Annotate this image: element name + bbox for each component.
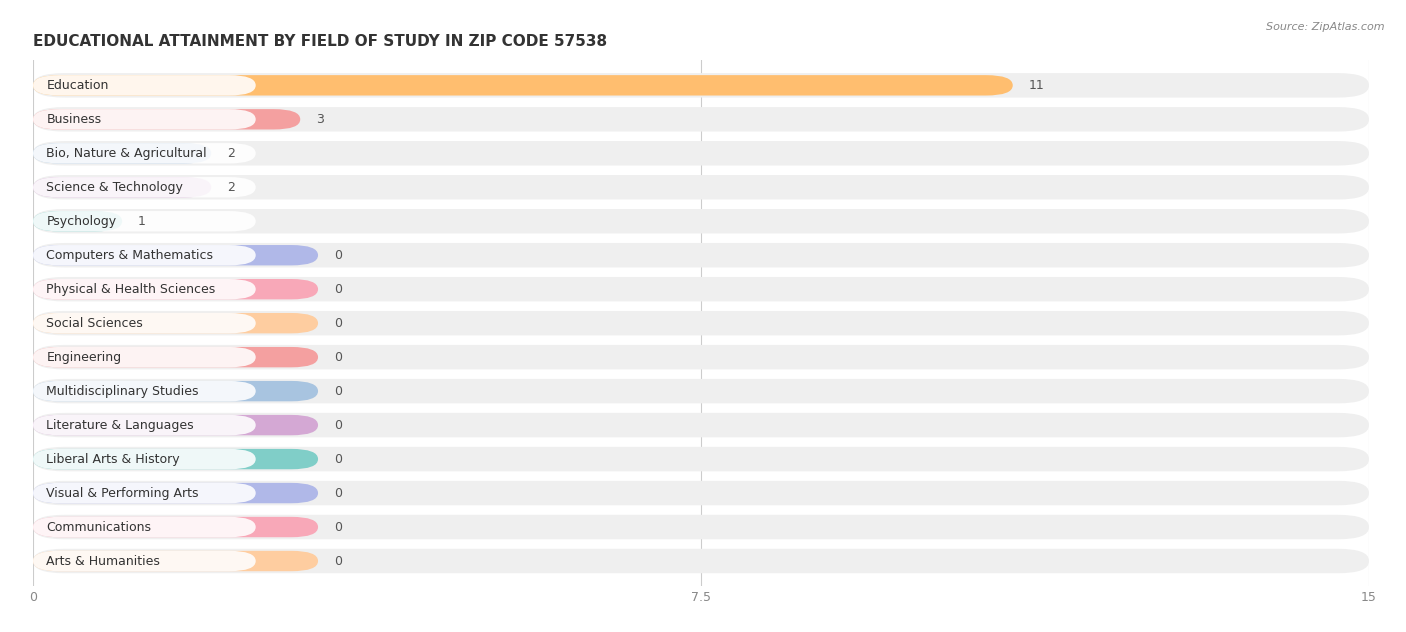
Text: 0: 0 [335, 317, 342, 330]
Text: 0: 0 [335, 453, 342, 466]
FancyBboxPatch shape [34, 415, 256, 435]
FancyBboxPatch shape [34, 313, 318, 333]
Text: Source: ZipAtlas.com: Source: ZipAtlas.com [1267, 22, 1385, 32]
FancyBboxPatch shape [34, 243, 1369, 267]
FancyBboxPatch shape [34, 515, 1369, 539]
FancyBboxPatch shape [34, 107, 1369, 131]
FancyBboxPatch shape [34, 549, 1369, 573]
Text: Arts & Humanities: Arts & Humanities [46, 554, 160, 568]
Text: 0: 0 [335, 521, 342, 533]
FancyBboxPatch shape [34, 449, 318, 470]
FancyBboxPatch shape [34, 551, 318, 571]
FancyBboxPatch shape [34, 177, 211, 197]
FancyBboxPatch shape [34, 143, 211, 164]
FancyBboxPatch shape [34, 413, 1369, 437]
Text: 0: 0 [335, 418, 342, 432]
Text: Engineering: Engineering [46, 351, 121, 363]
FancyBboxPatch shape [34, 347, 256, 367]
FancyBboxPatch shape [34, 483, 318, 503]
FancyBboxPatch shape [34, 73, 1369, 97]
FancyBboxPatch shape [34, 447, 1369, 471]
FancyBboxPatch shape [34, 143, 256, 164]
Text: 2: 2 [228, 147, 235, 160]
FancyBboxPatch shape [34, 483, 256, 503]
Text: Computers & Mathematics: Computers & Mathematics [46, 249, 214, 262]
Text: Science & Technology: Science & Technology [46, 181, 183, 194]
FancyBboxPatch shape [34, 379, 1369, 403]
FancyBboxPatch shape [34, 381, 318, 401]
FancyBboxPatch shape [34, 551, 256, 571]
Text: 3: 3 [316, 112, 325, 126]
Text: 0: 0 [335, 351, 342, 363]
FancyBboxPatch shape [34, 311, 1369, 336]
FancyBboxPatch shape [34, 209, 1369, 233]
Text: Education: Education [46, 79, 108, 92]
FancyBboxPatch shape [34, 175, 1369, 200]
Text: Social Sciences: Social Sciences [46, 317, 143, 330]
FancyBboxPatch shape [34, 75, 256, 95]
Text: EDUCATIONAL ATTAINMENT BY FIELD OF STUDY IN ZIP CODE 57538: EDUCATIONAL ATTAINMENT BY FIELD OF STUDY… [34, 34, 607, 49]
FancyBboxPatch shape [34, 481, 1369, 506]
FancyBboxPatch shape [34, 141, 1369, 166]
Text: 1: 1 [138, 215, 146, 228]
FancyBboxPatch shape [34, 109, 301, 130]
FancyBboxPatch shape [34, 177, 256, 197]
Text: 0: 0 [335, 283, 342, 296]
FancyBboxPatch shape [34, 211, 256, 231]
FancyBboxPatch shape [34, 245, 318, 265]
Text: Communications: Communications [46, 521, 152, 533]
Text: Visual & Performing Arts: Visual & Performing Arts [46, 487, 198, 499]
FancyBboxPatch shape [34, 347, 318, 367]
Text: 2: 2 [228, 181, 235, 194]
FancyBboxPatch shape [34, 277, 1369, 301]
FancyBboxPatch shape [34, 517, 318, 537]
FancyBboxPatch shape [34, 381, 256, 401]
FancyBboxPatch shape [34, 415, 318, 435]
Text: Literature & Languages: Literature & Languages [46, 418, 194, 432]
Text: Physical & Health Sciences: Physical & Health Sciences [46, 283, 215, 296]
FancyBboxPatch shape [34, 279, 318, 300]
Text: 0: 0 [335, 487, 342, 499]
Text: 0: 0 [335, 249, 342, 262]
FancyBboxPatch shape [34, 345, 1369, 369]
FancyBboxPatch shape [34, 211, 122, 231]
Text: 11: 11 [1029, 79, 1045, 92]
FancyBboxPatch shape [34, 449, 256, 470]
FancyBboxPatch shape [34, 313, 256, 333]
Text: Psychology: Psychology [46, 215, 117, 228]
Text: 0: 0 [335, 385, 342, 398]
FancyBboxPatch shape [34, 109, 256, 130]
FancyBboxPatch shape [34, 75, 1012, 95]
FancyBboxPatch shape [34, 517, 256, 537]
FancyBboxPatch shape [34, 279, 256, 300]
FancyBboxPatch shape [34, 245, 256, 265]
Text: 0: 0 [335, 554, 342, 568]
Text: Business: Business [46, 112, 101, 126]
Text: Multidisciplinary Studies: Multidisciplinary Studies [46, 385, 198, 398]
Text: Liberal Arts & History: Liberal Arts & History [46, 453, 180, 466]
Text: Bio, Nature & Agricultural: Bio, Nature & Agricultural [46, 147, 207, 160]
